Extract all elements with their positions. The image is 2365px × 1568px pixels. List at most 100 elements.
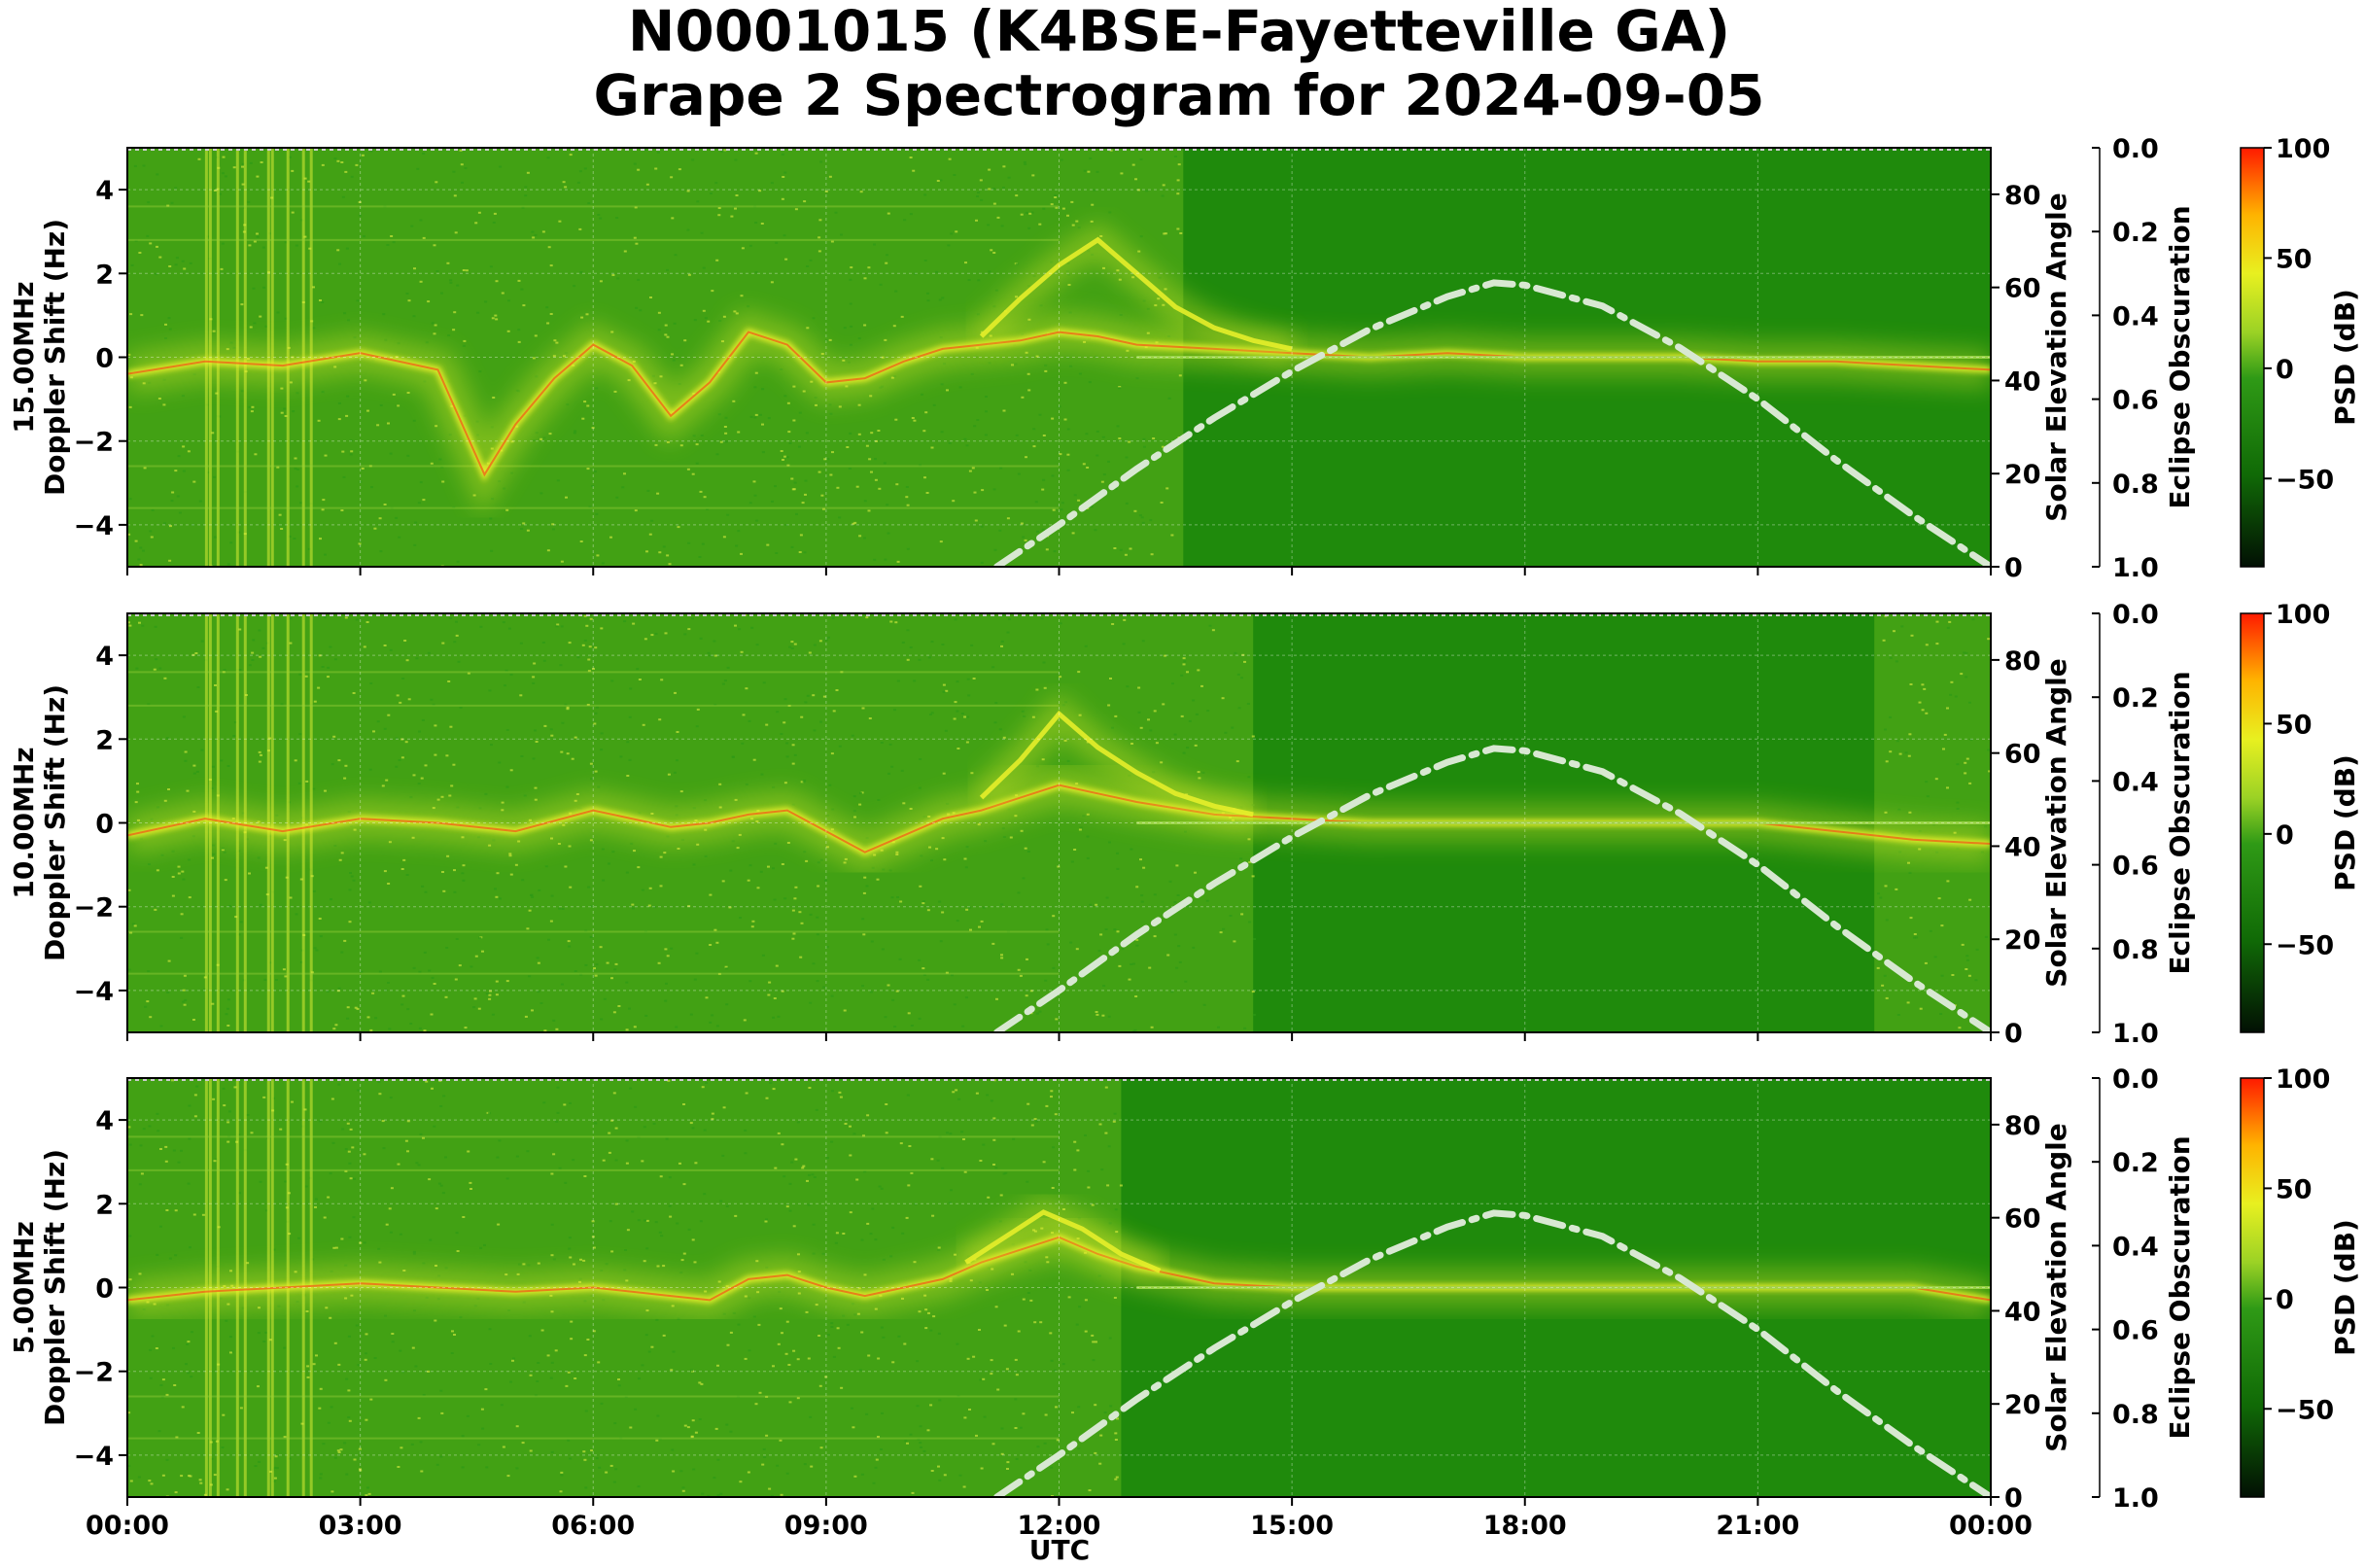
noise-speckle [655, 1439, 659, 1442]
noise-speckle [775, 964, 779, 967]
noise-speckle [725, 1003, 729, 1006]
noise-speckle [365, 1494, 368, 1497]
noise-speckle [612, 1481, 616, 1483]
noise-speckle [1055, 1018, 1059, 1021]
noise-speckle [560, 625, 564, 628]
noise-speckle [195, 1085, 199, 1088]
noise-speckle [527, 1264, 531, 1267]
noise-speckle [1022, 536, 1026, 539]
noise-speckle [448, 794, 452, 797]
noise-speckle [1954, 695, 1958, 698]
noise-speckle [722, 315, 726, 318]
noise-speckle [1964, 761, 1967, 764]
noise-speckle [826, 636, 830, 639]
noise-speckle [1090, 220, 1094, 223]
noise-speckle [365, 1352, 367, 1355]
noise-speckle [895, 990, 899, 993]
noise-speckle [134, 801, 138, 804]
noise-speckle [1197, 669, 1200, 672]
noise-speckle [691, 472, 695, 475]
noise-speckle [855, 485, 859, 488]
noise-speckle [973, 425, 977, 428]
doppler-axis-label: Doppler Shift (Hz) [39, 219, 71, 496]
noise-speckle [514, 863, 518, 866]
noise-speckle [922, 900, 925, 903]
noise-speckle [715, 259, 719, 261]
noise-speckle [610, 1250, 614, 1253]
noise-speckle [1200, 684, 1203, 687]
noise-speckle [182, 470, 186, 472]
noise-speckle [927, 1311, 930, 1314]
noise-speckle [1915, 936, 1919, 939]
noise-speckle [561, 908, 565, 910]
noise-speckle [791, 744, 795, 747]
noise-speckle [707, 320, 711, 323]
noise-speckle [1884, 811, 1888, 814]
noise-speckle [289, 896, 293, 899]
noise-speckle [922, 902, 925, 905]
noise-speckle [1009, 836, 1013, 839]
noise-speckle [658, 551, 662, 554]
noise-speckle [453, 890, 457, 893]
noise-speckle [609, 1464, 613, 1467]
noise-speckle [964, 996, 968, 999]
noise-speckle [156, 869, 159, 872]
noise-speckle [496, 872, 500, 875]
noise-speckle [592, 1246, 596, 1249]
noise-speckle [719, 1492, 723, 1495]
noise-speckle [761, 388, 765, 391]
noise-speckle [1087, 1186, 1091, 1189]
noise-speckle [399, 1233, 402, 1236]
colorbar-tick-label: −50 [2276, 930, 2334, 960]
noise-speckle [690, 1369, 693, 1372]
noise-speckle [922, 430, 926, 433]
noise-speckle [625, 1139, 629, 1142]
noise-speckle [321, 666, 325, 668]
noise-speckle [938, 1399, 942, 1402]
noise-speckle [753, 205, 757, 208]
noise-speckle [498, 1139, 502, 1142]
noise-speckle [677, 848, 680, 850]
noise-speckle [613, 390, 617, 393]
noise-speckle [1142, 299, 1146, 302]
noise-speckle [687, 1228, 691, 1231]
noise-speckle [138, 1272, 142, 1275]
noise-speckle [1240, 677, 1243, 679]
noise-speckle [1086, 813, 1090, 816]
noise-speckle [1051, 1187, 1055, 1189]
noise-speckle [1107, 1145, 1111, 1148]
noise-speckle [992, 1138, 996, 1141]
noise-speckle [376, 720, 380, 723]
noise-speckle [368, 768, 372, 771]
noise-speckle [148, 1480, 152, 1482]
noise-speckle [528, 909, 532, 912]
noise-speckle [862, 1134, 865, 1137]
eclipse-tick-label: 0.0 [2112, 134, 2159, 164]
noise-speckle [805, 1310, 809, 1313]
noise-speckle [848, 468, 852, 470]
noise-speckle [750, 626, 754, 629]
noise-speckle [1045, 1104, 1049, 1107]
noise-speckle [733, 310, 737, 313]
noise-speckle [954, 701, 957, 704]
noise-speckle [1096, 1013, 1099, 1016]
noise-speckle [288, 535, 292, 538]
noise-speckle [1045, 1286, 1049, 1289]
doppler-axis-label: Doppler Shift (Hz) [39, 1149, 71, 1426]
noise-speckle [754, 271, 758, 274]
noise-speckle [539, 437, 543, 440]
noise-speckle [747, 1471, 750, 1474]
noise-speckle [498, 761, 502, 764]
noise-speckle [963, 857, 967, 860]
noise-speckle [885, 1103, 888, 1105]
noise-speckle [656, 1414, 660, 1417]
noise-speckle [167, 788, 170, 790]
noise-speckle [189, 1475, 192, 1478]
grid [127, 148, 1991, 567]
noise-speckle [153, 668, 157, 671]
noise-speckle [887, 212, 890, 215]
noise-speckle [913, 419, 917, 422]
noise-speckle [337, 401, 341, 404]
noise-speckle [928, 846, 931, 849]
noise-speckle [346, 1017, 350, 1020]
